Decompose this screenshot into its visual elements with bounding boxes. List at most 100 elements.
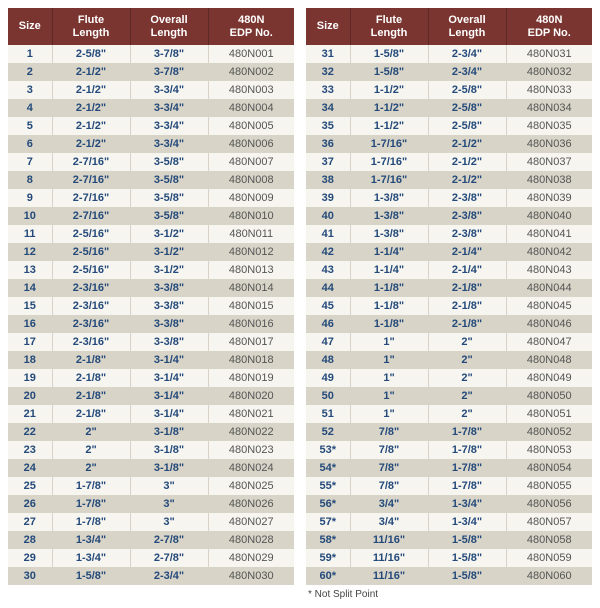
cell-flute: 1-1/8" (350, 297, 428, 315)
cell-size: 6 (8, 135, 52, 153)
cell-size: 32 (306, 63, 350, 81)
cell-overall: 2" (428, 387, 506, 405)
cell-flute: 1-7/16" (350, 171, 428, 189)
table-row: 122-5/16"3-1/2"480N012 (8, 243, 294, 261)
table-row: 52-1/2"3-3/4"480N005 (8, 117, 294, 135)
cell-size: 25 (8, 477, 52, 495)
table-row: 421-1/4"2-1/4"480N042 (306, 243, 592, 261)
table-row: 341-1/2"2-5/8"480N034 (306, 99, 592, 117)
cell-edp: 480N058 (506, 531, 592, 549)
cell-overall: 3-3/4" (130, 135, 208, 153)
cell-edp: 480N003 (208, 81, 294, 99)
col-header-overall-length: OverallLength (428, 8, 506, 45)
table-row: 112-5/16"3-1/2"480N011 (8, 225, 294, 243)
table-row: 331-1/2"2-5/8"480N033 (306, 81, 592, 99)
cell-size: 55* (306, 477, 350, 495)
col-header-edp-no: 480NEDP No. (208, 8, 294, 45)
table-row: 59*11/16"1-5/8"480N059 (306, 549, 592, 567)
spec-table-right: Size FluteLength OverallLength 480NEDP N… (306, 8, 592, 585)
cell-size: 60* (306, 567, 350, 585)
table-row: 56*3/4"1-3/4"480N056 (306, 495, 592, 513)
col-header-overall-length: OverallLength (130, 8, 208, 45)
table-row: 461-1/8"2-1/8"480N046 (306, 315, 592, 333)
cell-edp: 480N001 (208, 45, 294, 63)
table-row: 22-1/2"3-7/8"480N002 (8, 63, 294, 81)
cell-flute: 2-3/16" (52, 279, 130, 297)
cell-edp: 480N040 (506, 207, 592, 225)
cell-edp: 480N018 (208, 351, 294, 369)
cell-overall: 1-5/8" (428, 531, 506, 549)
cell-flute: 2-5/16" (52, 243, 130, 261)
col-header-size: Size (8, 8, 52, 45)
cell-edp: 480N030 (208, 567, 294, 585)
table-row: 102-7/16"3-5/8"480N010 (8, 207, 294, 225)
cell-overall: 3-1/8" (130, 423, 208, 441)
cell-overall: 3-7/8" (130, 63, 208, 81)
cell-flute: 1-7/8" (52, 477, 130, 495)
cell-flute: 2-5/16" (52, 261, 130, 279)
cell-size: 5 (8, 117, 52, 135)
cell-overall: 3-1/2" (130, 243, 208, 261)
cell-edp: 480N023 (208, 441, 294, 459)
cell-edp: 480N053 (506, 441, 592, 459)
cell-edp: 480N038 (506, 171, 592, 189)
cell-overall: 3-1/2" (130, 261, 208, 279)
cell-flute: 1-7/8" (52, 495, 130, 513)
cell-edp: 480N015 (208, 297, 294, 315)
cell-overall: 2-1/8" (428, 297, 506, 315)
cell-flute: 2" (52, 423, 130, 441)
cell-flute: 2-1/2" (52, 135, 130, 153)
cell-edp: 480N050 (506, 387, 592, 405)
cell-flute: 1-3/8" (350, 225, 428, 243)
table-row: 53*7/8"1-7/8"480N053 (306, 441, 592, 459)
cell-edp: 480N012 (208, 243, 294, 261)
cell-flute: 2-1/8" (52, 369, 130, 387)
cell-overall: 2-3/4" (428, 45, 506, 63)
table-row: 281-3/4"2-7/8"480N028 (8, 531, 294, 549)
cell-overall: 2" (428, 405, 506, 423)
cell-overall: 2-1/8" (428, 315, 506, 333)
cell-edp: 480N002 (208, 63, 294, 81)
cell-edp: 480N059 (506, 549, 592, 567)
cell-edp: 480N010 (208, 207, 294, 225)
cell-overall: 1-3/4" (428, 513, 506, 531)
cell-flute: 2-1/2" (52, 81, 130, 99)
cell-edp: 480N037 (506, 153, 592, 171)
cell-flute: 1-1/4" (350, 261, 428, 279)
cell-flute: 1-7/16" (350, 135, 428, 153)
cell-size: 27 (8, 513, 52, 531)
cell-overall: 3-3/4" (130, 81, 208, 99)
cell-size: 43 (306, 261, 350, 279)
cell-size: 17 (8, 333, 52, 351)
cell-size: 52 (306, 423, 350, 441)
cell-size: 20 (8, 387, 52, 405)
table-row: 55*7/8"1-7/8"480N055 (306, 477, 592, 495)
table-row: 162-3/16"3-3/8"480N016 (8, 315, 294, 333)
cell-flute: 2-5/16" (52, 225, 130, 243)
cell-edp: 480N016 (208, 315, 294, 333)
cell-edp: 480N011 (208, 225, 294, 243)
cell-overall: 3-3/4" (130, 117, 208, 135)
table-row: 92-7/16"3-5/8"480N009 (8, 189, 294, 207)
cell-overall: 3" (130, 513, 208, 531)
cell-size: 41 (306, 225, 350, 243)
cell-flute: 2-1/2" (52, 63, 130, 81)
cell-overall: 3-1/4" (130, 387, 208, 405)
cell-size: 38 (306, 171, 350, 189)
cell-flute: 1-5/8" (350, 63, 428, 81)
cell-overall: 2-1/2" (428, 171, 506, 189)
table-row: 451-1/8"2-1/8"480N045 (306, 297, 592, 315)
cell-edp: 480N031 (506, 45, 592, 63)
cell-flute: 1-1/4" (350, 243, 428, 261)
table-row: 202-1/8"3-1/4"480N020 (8, 387, 294, 405)
cell-size: 54* (306, 459, 350, 477)
cell-size: 8 (8, 171, 52, 189)
col-header-flute-length: FluteLength (350, 8, 428, 45)
table-row: 222"3-1/8"480N022 (8, 423, 294, 441)
cell-overall: 2-7/8" (130, 549, 208, 567)
cell-flute: 2-1/8" (52, 405, 130, 423)
cell-overall: 2-7/8" (130, 531, 208, 549)
cell-flute: 2-5/8" (52, 45, 130, 63)
cell-size: 24 (8, 459, 52, 477)
table-row: 501"2"480N050 (306, 387, 592, 405)
